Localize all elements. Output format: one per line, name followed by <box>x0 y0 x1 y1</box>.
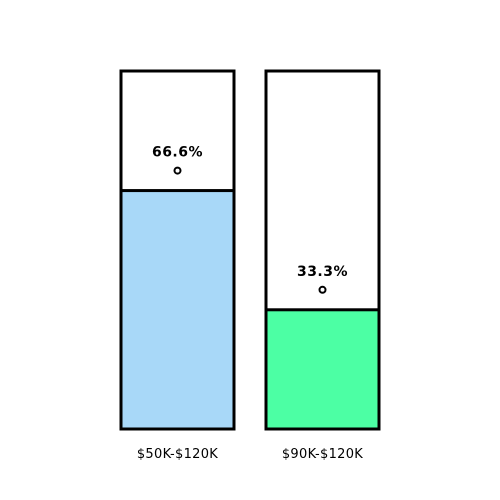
bar-group: 33.3% $90K-$120K <box>264 69 381 462</box>
bar-outline <box>119 69 236 431</box>
value-label: 33.3% <box>297 264 348 280</box>
bar-fill <box>264 308 381 431</box>
bar-group: 66.6% $50K-$120K <box>119 69 236 462</box>
category-label: $50K-$120K <box>137 447 218 462</box>
value-marker <box>318 285 327 294</box>
bars-layer: 66.6% $50K-$120K 33.3% $90K-$120K <box>119 69 381 462</box>
bar-fill <box>119 189 236 431</box>
bar-outline <box>264 69 381 431</box>
category-label: $90K-$120K <box>282 447 363 462</box>
value-label: 66.6% <box>152 145 203 161</box>
value-marker <box>173 166 182 175</box>
